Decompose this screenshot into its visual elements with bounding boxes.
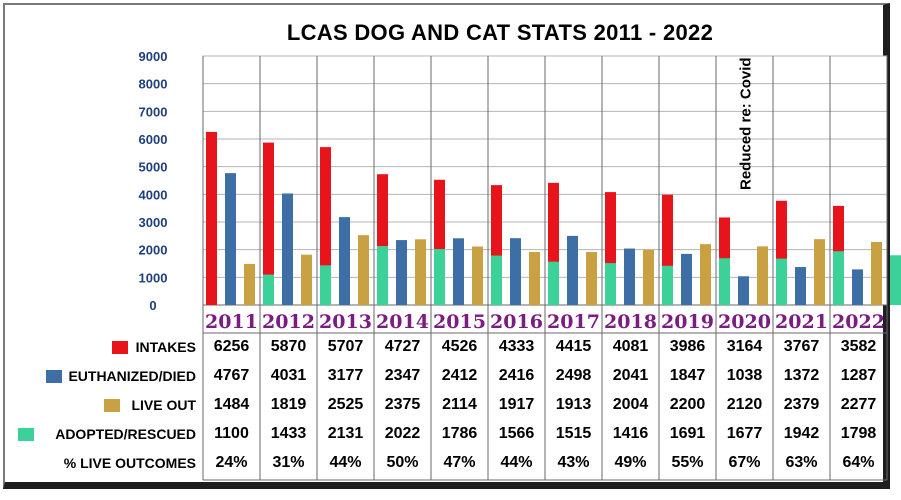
bar-euthanized-died [225, 173, 236, 305]
chart-title: LCAS DOG AND CAT STATS 2011 - 2022 [286, 20, 714, 45]
x-tick-label: 2016 [490, 311, 543, 333]
x-tick-label: 2012 [262, 311, 315, 333]
bar-euthanized-died [624, 248, 635, 305]
x-tick-label: 2020 [718, 311, 771, 333]
bar-intakes [662, 194, 673, 305]
bar-live-out [529, 251, 540, 305]
y-tick-label: 9000 [139, 49, 168, 64]
bar-adopted-rescued [548, 261, 559, 305]
y-tick-label: 5000 [139, 160, 168, 175]
y-tick-label: 1000 [139, 270, 168, 285]
bar-live-out [472, 246, 483, 305]
bar-intakes [776, 200, 787, 305]
bar-intakes [320, 147, 331, 305]
bar-live-out [301, 254, 312, 305]
bar-live-out [814, 239, 825, 305]
x-tick-label: 2019 [661, 311, 714, 333]
bar-adopted-rescued [377, 246, 388, 305]
bar-live-out [643, 249, 654, 305]
x-tick-label: 2014 [376, 311, 429, 333]
bar-adopted-rescued [320, 265, 331, 305]
y-tick-label: 7000 [139, 104, 168, 119]
x-tick-label: 2015 [433, 311, 486, 333]
x-tick-label: 2021 [775, 311, 828, 333]
x-tick-label: 2022 [832, 311, 885, 333]
bar-adopted-rescued [605, 263, 616, 305]
bar-intakes [377, 174, 388, 305]
bar-euthanized-died [453, 238, 464, 305]
bar-euthanized-died [738, 276, 749, 305]
bar-euthanized-died [510, 238, 521, 305]
y-tick-label: 0 [149, 298, 156, 313]
y-tick-label: 6000 [139, 132, 168, 147]
bar-intakes [605, 192, 616, 305]
bar-intakes [434, 179, 445, 305]
x-tick-label: 2017 [547, 311, 600, 333]
y-tick-label: 3000 [139, 215, 168, 230]
bar-adopted-rescued [491, 255, 502, 305]
bar-adopted-rescued [434, 249, 445, 305]
bar-live-out [871, 242, 882, 305]
bar-euthanized-died [396, 240, 407, 305]
bar-intakes [263, 142, 274, 305]
bar-intakes [491, 185, 502, 305]
bar-intakes [206, 131, 217, 305]
bar-adopted-rescued [719, 258, 730, 305]
bar-euthanized-died [681, 253, 692, 305]
bar-intakes [548, 182, 559, 305]
bar-euthanized-died [795, 267, 806, 305]
bar-adopted-rescued [662, 265, 673, 305]
bar-live-out [244, 263, 255, 305]
bar-euthanized-died [567, 235, 578, 305]
bar-euthanized-died [339, 217, 350, 305]
bar-euthanized-died [282, 193, 293, 305]
x-tick-label: 2013 [319, 311, 372, 333]
bar-adopted-rescued [776, 258, 787, 305]
bar-adopted-rescued [890, 255, 901, 305]
bar-live-out [757, 246, 768, 305]
bar-live-out [586, 252, 597, 305]
bar-live-out [358, 235, 369, 305]
x-tick-label: 2011 [205, 311, 258, 333]
bar-adopted-rescued [263, 274, 274, 305]
bar-live-out [415, 239, 426, 305]
bar-live-out [700, 244, 711, 305]
x-tick-label: 2018 [604, 311, 657, 333]
y-tick-label: 2000 [139, 243, 168, 258]
y-tick-label: 4000 [139, 187, 168, 202]
bar-adopted-rescued [833, 251, 844, 305]
y-tick-label: 8000 [139, 77, 168, 92]
bar-euthanized-died [852, 269, 863, 305]
annotation-label: Reduced re: Covid [738, 57, 755, 190]
